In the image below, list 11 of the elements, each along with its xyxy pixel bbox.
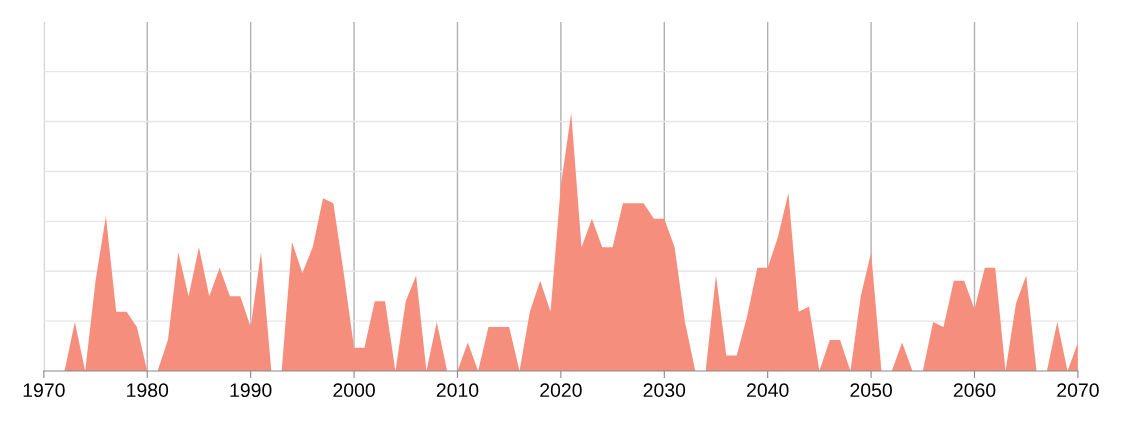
x-tick-label: 2040 (747, 383, 789, 398)
x-tick-label: 2000 (333, 383, 375, 398)
x-tick-label: 2020 (540, 383, 582, 398)
x-tick-label: 1990 (230, 383, 272, 398)
x-tick-label: 1980 (127, 383, 169, 398)
x-tick-label: 2010 (436, 383, 479, 398)
x-tick-label: 2030 (643, 383, 686, 398)
x-tick-label: 2070 (1057, 383, 1099, 398)
x-tick-label: 2050 (850, 383, 892, 398)
x-tick-label: 2060 (953, 383, 996, 398)
x-tick-label: 1970 (23, 383, 65, 398)
